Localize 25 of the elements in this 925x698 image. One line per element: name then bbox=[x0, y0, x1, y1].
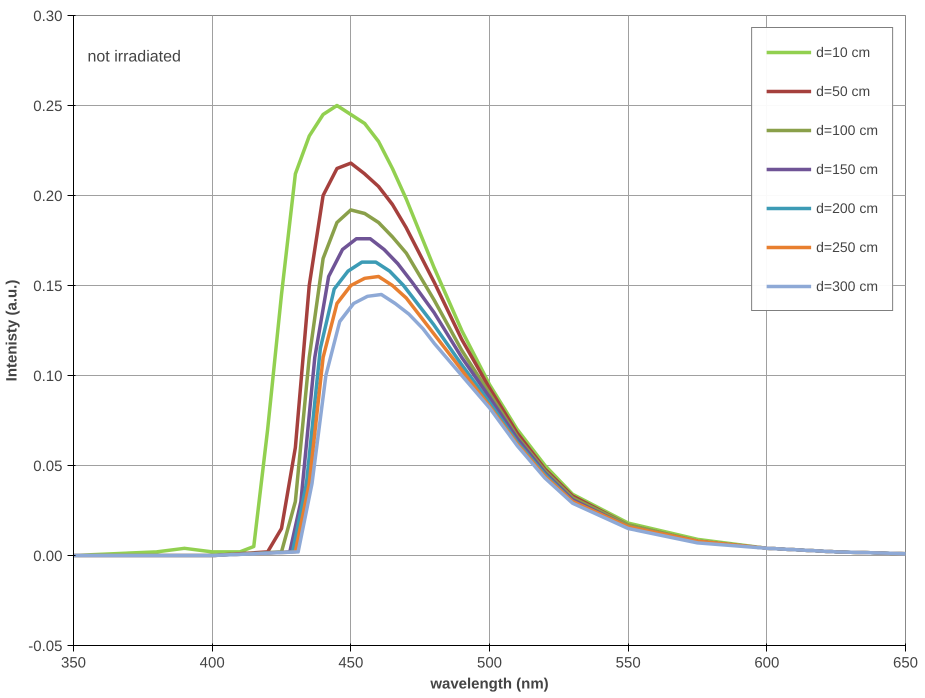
y-tick-label: 0.00 bbox=[33, 548, 63, 565]
legend-label: d=10 cm bbox=[816, 44, 870, 60]
legend-label: d=200 cm bbox=[816, 200, 878, 216]
x-tick-label: 450 bbox=[338, 654, 364, 672]
y-tick-label: 0.15 bbox=[33, 278, 63, 295]
annotation: not irradiated bbox=[88, 48, 181, 66]
x-tick-label: 400 bbox=[200, 654, 225, 672]
y-tick-label: 0.10 bbox=[33, 368, 63, 385]
y-tick-label: 0.05 bbox=[33, 458, 63, 475]
y-tick-label: 0.30 bbox=[33, 8, 63, 25]
y-axis-title: Intenisty (a.u.) bbox=[3, 280, 20, 382]
y-tick-label: -0.05 bbox=[28, 638, 63, 655]
legend-label: d=50 cm bbox=[816, 83, 870, 99]
x-tick-label: 600 bbox=[754, 654, 780, 672]
y-tick-label: 0.20 bbox=[33, 188, 63, 205]
x-tick-label: 500 bbox=[476, 654, 502, 672]
x-tick-label: 550 bbox=[616, 654, 641, 672]
legend-label: d=100 cm bbox=[816, 122, 878, 138]
legend-label: d=300 cm bbox=[816, 278, 878, 294]
y-tick-label: 0.25 bbox=[33, 98, 63, 115]
x-axis-title: wavelength (nm) bbox=[429, 676, 549, 692]
x-tick-label: 350 bbox=[60, 654, 86, 672]
x-tick-label: 650 bbox=[892, 654, 918, 672]
legend-label: d=150 cm bbox=[816, 161, 878, 177]
legend-label: d=250 cm bbox=[816, 239, 878, 255]
